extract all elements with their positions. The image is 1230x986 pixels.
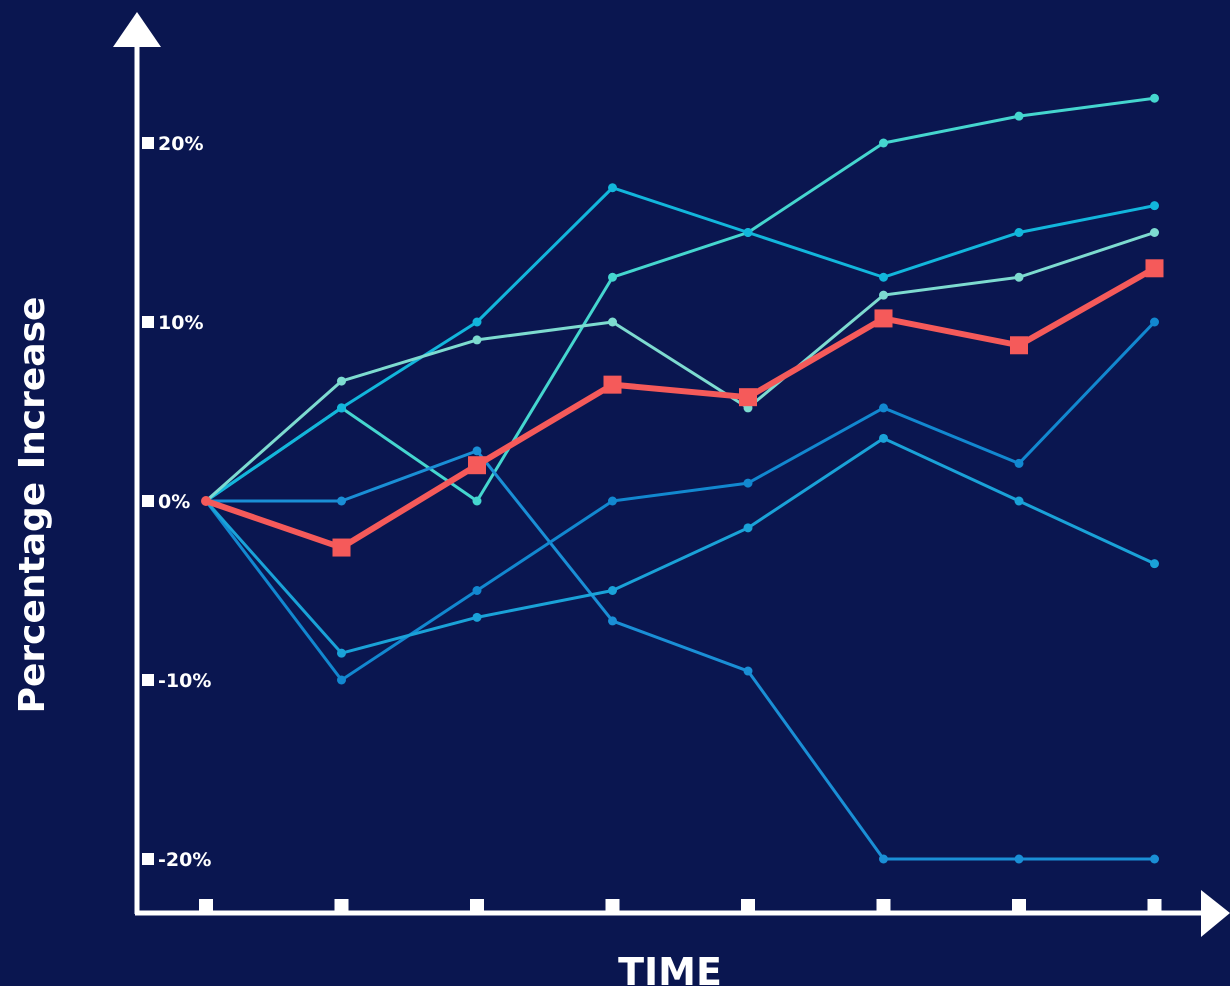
series-line: [205, 265, 1156, 551]
data-point: [608, 272, 617, 282]
data-point: [1014, 228, 1024, 237]
x-tick-mark: [334, 899, 349, 911]
data-point: [201, 496, 211, 506]
data-point: [1014, 111, 1024, 121]
y-tick-mark: [142, 137, 154, 149]
x-tick-mark: [605, 899, 620, 911]
series-line: [205, 231, 1155, 503]
data-point: [743, 523, 753, 533]
data-point: [1014, 496, 1024, 506]
data-point: [608, 496, 617, 506]
series-5: [201, 433, 1159, 658]
data-point: [1014, 854, 1024, 864]
data-point: [472, 612, 482, 622]
series-4: [201, 317, 1159, 685]
data-point: [472, 446, 482, 456]
y-tick-mark: [142, 674, 154, 686]
x-tick-mark: [199, 899, 213, 911]
data-point: [337, 648, 346, 658]
series-lines: [201, 93, 1164, 864]
x-ticks: [199, 899, 1162, 911]
data-point: [874, 309, 893, 328]
series-line: [204, 320, 1156, 682]
data-point: [608, 586, 617, 595]
data-point: [879, 403, 888, 413]
data-point: [743, 228, 753, 237]
x-tick-mark: [741, 899, 755, 911]
series-line: [204, 436, 1156, 655]
y-axis: [113, 12, 161, 914]
y-tick-label: -20%: [158, 849, 211, 871]
x-tick-mark: [1012, 899, 1026, 911]
series-0: [201, 93, 1159, 506]
y-axis-arrow-icon: [113, 12, 161, 47]
series-line: [205, 186, 1155, 503]
data-point: [1014, 272, 1024, 282]
series-1: [201, 183, 1159, 506]
y-tick-label: -10%: [158, 670, 211, 692]
data-point: [337, 496, 346, 506]
y-tick-label: 20%: [158, 133, 203, 155]
data-point: [603, 375, 622, 394]
data-point: [608, 183, 617, 193]
data-point: [1150, 317, 1159, 327]
data-point: [1150, 559, 1159, 569]
data-point: [332, 538, 351, 557]
data-point: [1014, 458, 1024, 468]
data-point: [879, 272, 888, 282]
x-axis-title: TIME: [618, 950, 722, 986]
data-point: [743, 478, 753, 488]
data-point: [743, 666, 753, 676]
x-axis: [135, 890, 1230, 937]
y-tick-mark: [142, 853, 154, 865]
x-tick-mark: [1147, 899, 1162, 911]
data-point: [1150, 854, 1159, 864]
data-point: [1150, 93, 1159, 103]
data-point: [337, 376, 346, 386]
y-tick-label: 10%: [158, 312, 203, 334]
series-highlight: [201, 259, 1164, 557]
x-axis-arrow-icon: [1201, 890, 1230, 937]
x-tick-mark: [876, 899, 891, 911]
x-tick-mark: [470, 899, 484, 911]
data-point: [472, 586, 482, 595]
y-ticks: 20% 10% 0% -10% -20%: [142, 133, 211, 871]
data-point: [879, 138, 888, 148]
series-line: [205, 96, 1155, 503]
data-point: [472, 335, 482, 345]
y-tick-label: 0%: [158, 491, 190, 513]
data-point: [879, 854, 888, 864]
y-tick-mark: [142, 316, 154, 328]
series-line: [206, 449, 1155, 861]
data-point: [1150, 201, 1159, 211]
data-point: [739, 388, 757, 407]
data-point: [468, 456, 486, 475]
y-tick-mark: [142, 495, 154, 507]
data-point: [337, 403, 346, 413]
data-point: [472, 317, 482, 327]
data-point: [879, 433, 888, 443]
data-point: [608, 616, 617, 626]
data-point: [337, 675, 346, 685]
data-point: [472, 496, 482, 506]
data-point: [1145, 259, 1164, 278]
y-axis-title: Percentage Increase: [12, 297, 53, 714]
data-point: [879, 290, 888, 300]
data-point: [1150, 228, 1159, 237]
data-point: [1010, 336, 1028, 355]
data-point: [608, 317, 617, 327]
